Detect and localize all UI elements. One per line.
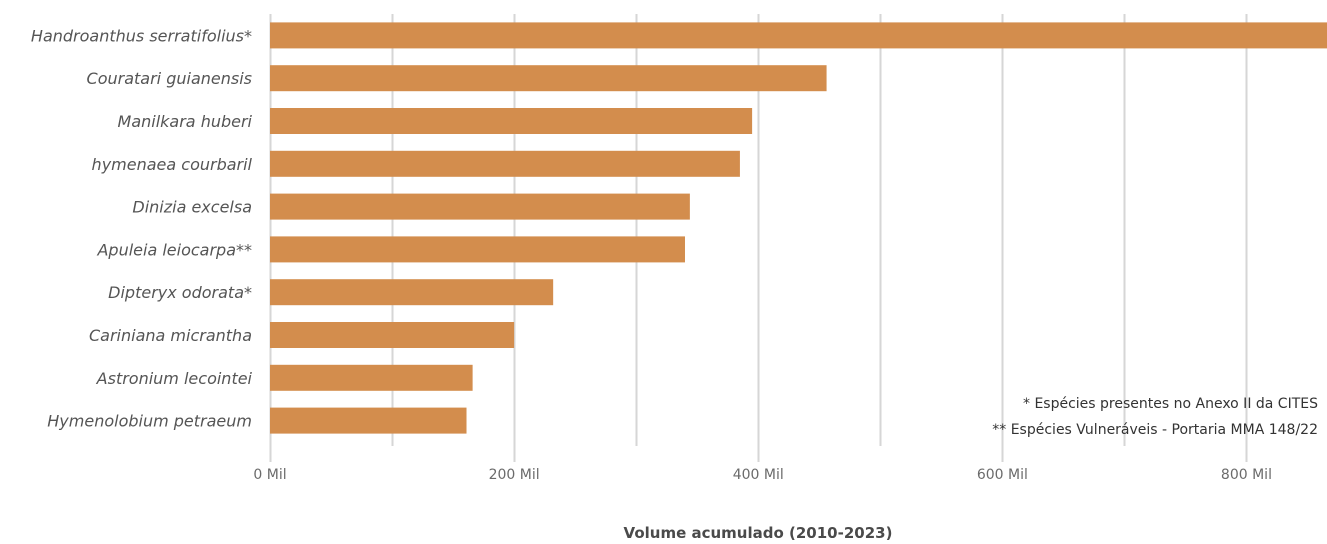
category-label: Dinizia excelsa bbox=[132, 198, 252, 217]
bar bbox=[270, 65, 827, 92]
x-tick-label: 0 Mil bbox=[253, 467, 286, 483]
category-label: Cariniana micrantha bbox=[89, 326, 252, 345]
category-label: Couratari guianensis bbox=[87, 69, 252, 88]
x-tick-label: 800 Mil bbox=[1221, 467, 1272, 483]
bars bbox=[270, 22, 1327, 434]
category-label: Apuleia leiocarpa** bbox=[96, 240, 252, 259]
x-axis-label: Volume acumulado (2010-2023) bbox=[624, 524, 893, 542]
bar bbox=[270, 279, 554, 306]
annotation-vulneraveis: ** Espécies Vulneráveis - Portaria MMA 1… bbox=[992, 422, 1318, 438]
category-label: Manilkara huberi bbox=[118, 112, 253, 131]
category-labels: Handroanthus serratifolius* Couratari gui… bbox=[31, 26, 253, 430]
x-tick-label: 400 Mil bbox=[733, 467, 784, 483]
category-label: Astronium lecointei bbox=[96, 369, 253, 388]
bar bbox=[270, 322, 515, 348]
bar bbox=[270, 364, 473, 391]
bar bbox=[270, 108, 753, 134]
bar bbox=[270, 150, 740, 177]
bar bbox=[270, 22, 1327, 49]
bar bbox=[270, 193, 690, 220]
category-label: Hymenolobium petraeum bbox=[47, 412, 252, 431]
category-label: hymenaea courbaril bbox=[92, 155, 253, 174]
bar bbox=[270, 407, 467, 434]
category-label: Dipteryx odorata* bbox=[108, 283, 252, 302]
bar bbox=[270, 236, 685, 263]
annotation-cites: * Espécies presentes no Anexo II da CITE… bbox=[1023, 396, 1318, 412]
x-tick-label: 600 Mil bbox=[977, 467, 1028, 483]
x-tick-label: 200 Mil bbox=[489, 467, 540, 483]
category-label: Handroanthus serratifolius* bbox=[31, 26, 252, 45]
x-tick-labels: 0 Mil 200 Mil 400 Mil 600 Mil 800 Mil bbox=[253, 467, 1272, 483]
